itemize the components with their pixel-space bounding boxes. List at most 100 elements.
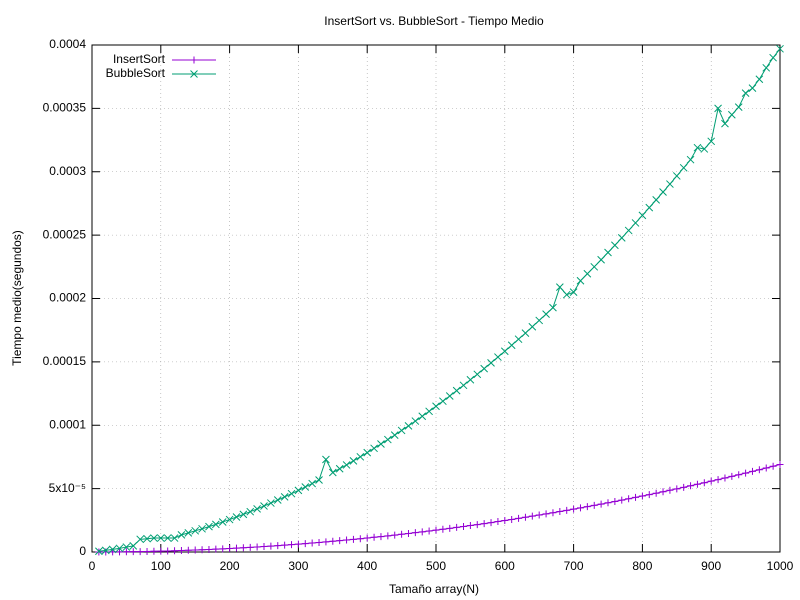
legend-marker bbox=[190, 56, 198, 64]
data-point bbox=[225, 515, 234, 524]
data-point bbox=[136, 548, 144, 556]
data-point bbox=[246, 543, 254, 551]
data-point bbox=[762, 63, 771, 72]
data-point bbox=[686, 155, 695, 164]
data-point bbox=[700, 145, 709, 153]
data-point bbox=[555, 283, 564, 291]
data-point bbox=[342, 461, 351, 469]
data-point bbox=[315, 476, 323, 484]
y-tick-label: 0.0003 bbox=[49, 164, 86, 178]
data-point bbox=[315, 538, 323, 546]
data-point bbox=[356, 535, 364, 543]
data-point bbox=[528, 512, 536, 520]
data-point bbox=[343, 536, 351, 544]
data-point bbox=[487, 359, 495, 367]
data-point bbox=[102, 548, 110, 556]
x-tick-label: 300 bbox=[288, 559, 308, 573]
data-point bbox=[466, 375, 475, 384]
data-point bbox=[480, 520, 488, 528]
data-point bbox=[604, 248, 612, 257]
data-point bbox=[508, 515, 516, 523]
data-point bbox=[390, 431, 399, 439]
y-axis-label: Tiempo medio(segundos) bbox=[10, 230, 24, 366]
data-point bbox=[232, 544, 240, 552]
y-tick-label: 0.00035 bbox=[43, 101, 87, 115]
data-point bbox=[198, 546, 206, 554]
data-point bbox=[377, 440, 385, 448]
data-point bbox=[171, 547, 179, 555]
data-point bbox=[776, 461, 784, 469]
x-axis-label: Tamaño array(N) bbox=[389, 582, 479, 596]
data-point bbox=[535, 316, 544, 325]
data-point bbox=[542, 310, 550, 318]
data-point bbox=[432, 526, 440, 534]
data-point bbox=[673, 485, 681, 493]
data-point bbox=[157, 547, 165, 555]
data-point bbox=[425, 527, 433, 535]
y-tick-label: 0.00025 bbox=[43, 227, 87, 241]
data-point bbox=[308, 539, 316, 547]
data-point bbox=[755, 466, 763, 474]
data-point bbox=[645, 203, 654, 212]
data-point bbox=[384, 532, 392, 540]
data-point bbox=[404, 529, 412, 537]
data-point bbox=[734, 103, 743, 111]
data-point bbox=[260, 543, 268, 551]
data-point bbox=[542, 510, 550, 518]
data-point bbox=[328, 468, 337, 477]
data-point bbox=[287, 489, 296, 498]
data-point bbox=[205, 545, 213, 553]
data-point bbox=[288, 541, 296, 549]
data-point bbox=[301, 540, 309, 548]
data-point bbox=[611, 497, 619, 505]
data-point bbox=[769, 462, 777, 470]
x-tick-label: 900 bbox=[701, 559, 721, 573]
data-point bbox=[397, 426, 406, 435]
data-point bbox=[212, 545, 220, 553]
data-point bbox=[150, 534, 158, 542]
data-point bbox=[232, 513, 241, 521]
data-point bbox=[631, 219, 640, 227]
data-point bbox=[418, 412, 427, 421]
data-point bbox=[700, 479, 708, 487]
data-point bbox=[143, 534, 151, 543]
data-point bbox=[184, 529, 193, 537]
x-tick-label: 700 bbox=[564, 559, 584, 573]
data-point bbox=[728, 472, 736, 480]
data-point bbox=[439, 525, 447, 533]
data-point bbox=[377, 533, 385, 541]
data-point bbox=[693, 480, 701, 488]
data-point bbox=[652, 196, 661, 204]
data-point bbox=[570, 505, 578, 513]
data-point bbox=[108, 545, 117, 554]
data-point bbox=[218, 518, 227, 526]
data-point bbox=[163, 534, 172, 542]
x-tick-label: 400 bbox=[357, 559, 377, 573]
data-point bbox=[281, 541, 289, 549]
data-point bbox=[632, 493, 640, 501]
data-point bbox=[666, 486, 674, 494]
data-point bbox=[576, 504, 584, 512]
data-point bbox=[226, 545, 234, 553]
y-tick-label: 0 bbox=[79, 544, 86, 558]
x-tick-label: 500 bbox=[426, 559, 446, 573]
data-point bbox=[143, 547, 151, 555]
data-point bbox=[95, 547, 103, 556]
data-point bbox=[398, 530, 406, 538]
data-point bbox=[549, 509, 557, 517]
x-tick-label: 0 bbox=[89, 559, 96, 573]
data-point bbox=[680, 483, 688, 491]
data-point bbox=[473, 521, 481, 529]
data-point bbox=[769, 53, 777, 62]
data-point bbox=[273, 496, 282, 504]
data-point bbox=[205, 522, 213, 531]
data-point bbox=[494, 353, 502, 361]
data-point bbox=[411, 417, 420, 425]
data-point bbox=[239, 510, 248, 519]
data-point bbox=[335, 464, 344, 473]
data-point bbox=[638, 492, 646, 500]
data-point bbox=[714, 104, 722, 113]
data-point bbox=[590, 501, 598, 509]
data-point bbox=[727, 110, 736, 119]
data-point bbox=[515, 514, 523, 522]
